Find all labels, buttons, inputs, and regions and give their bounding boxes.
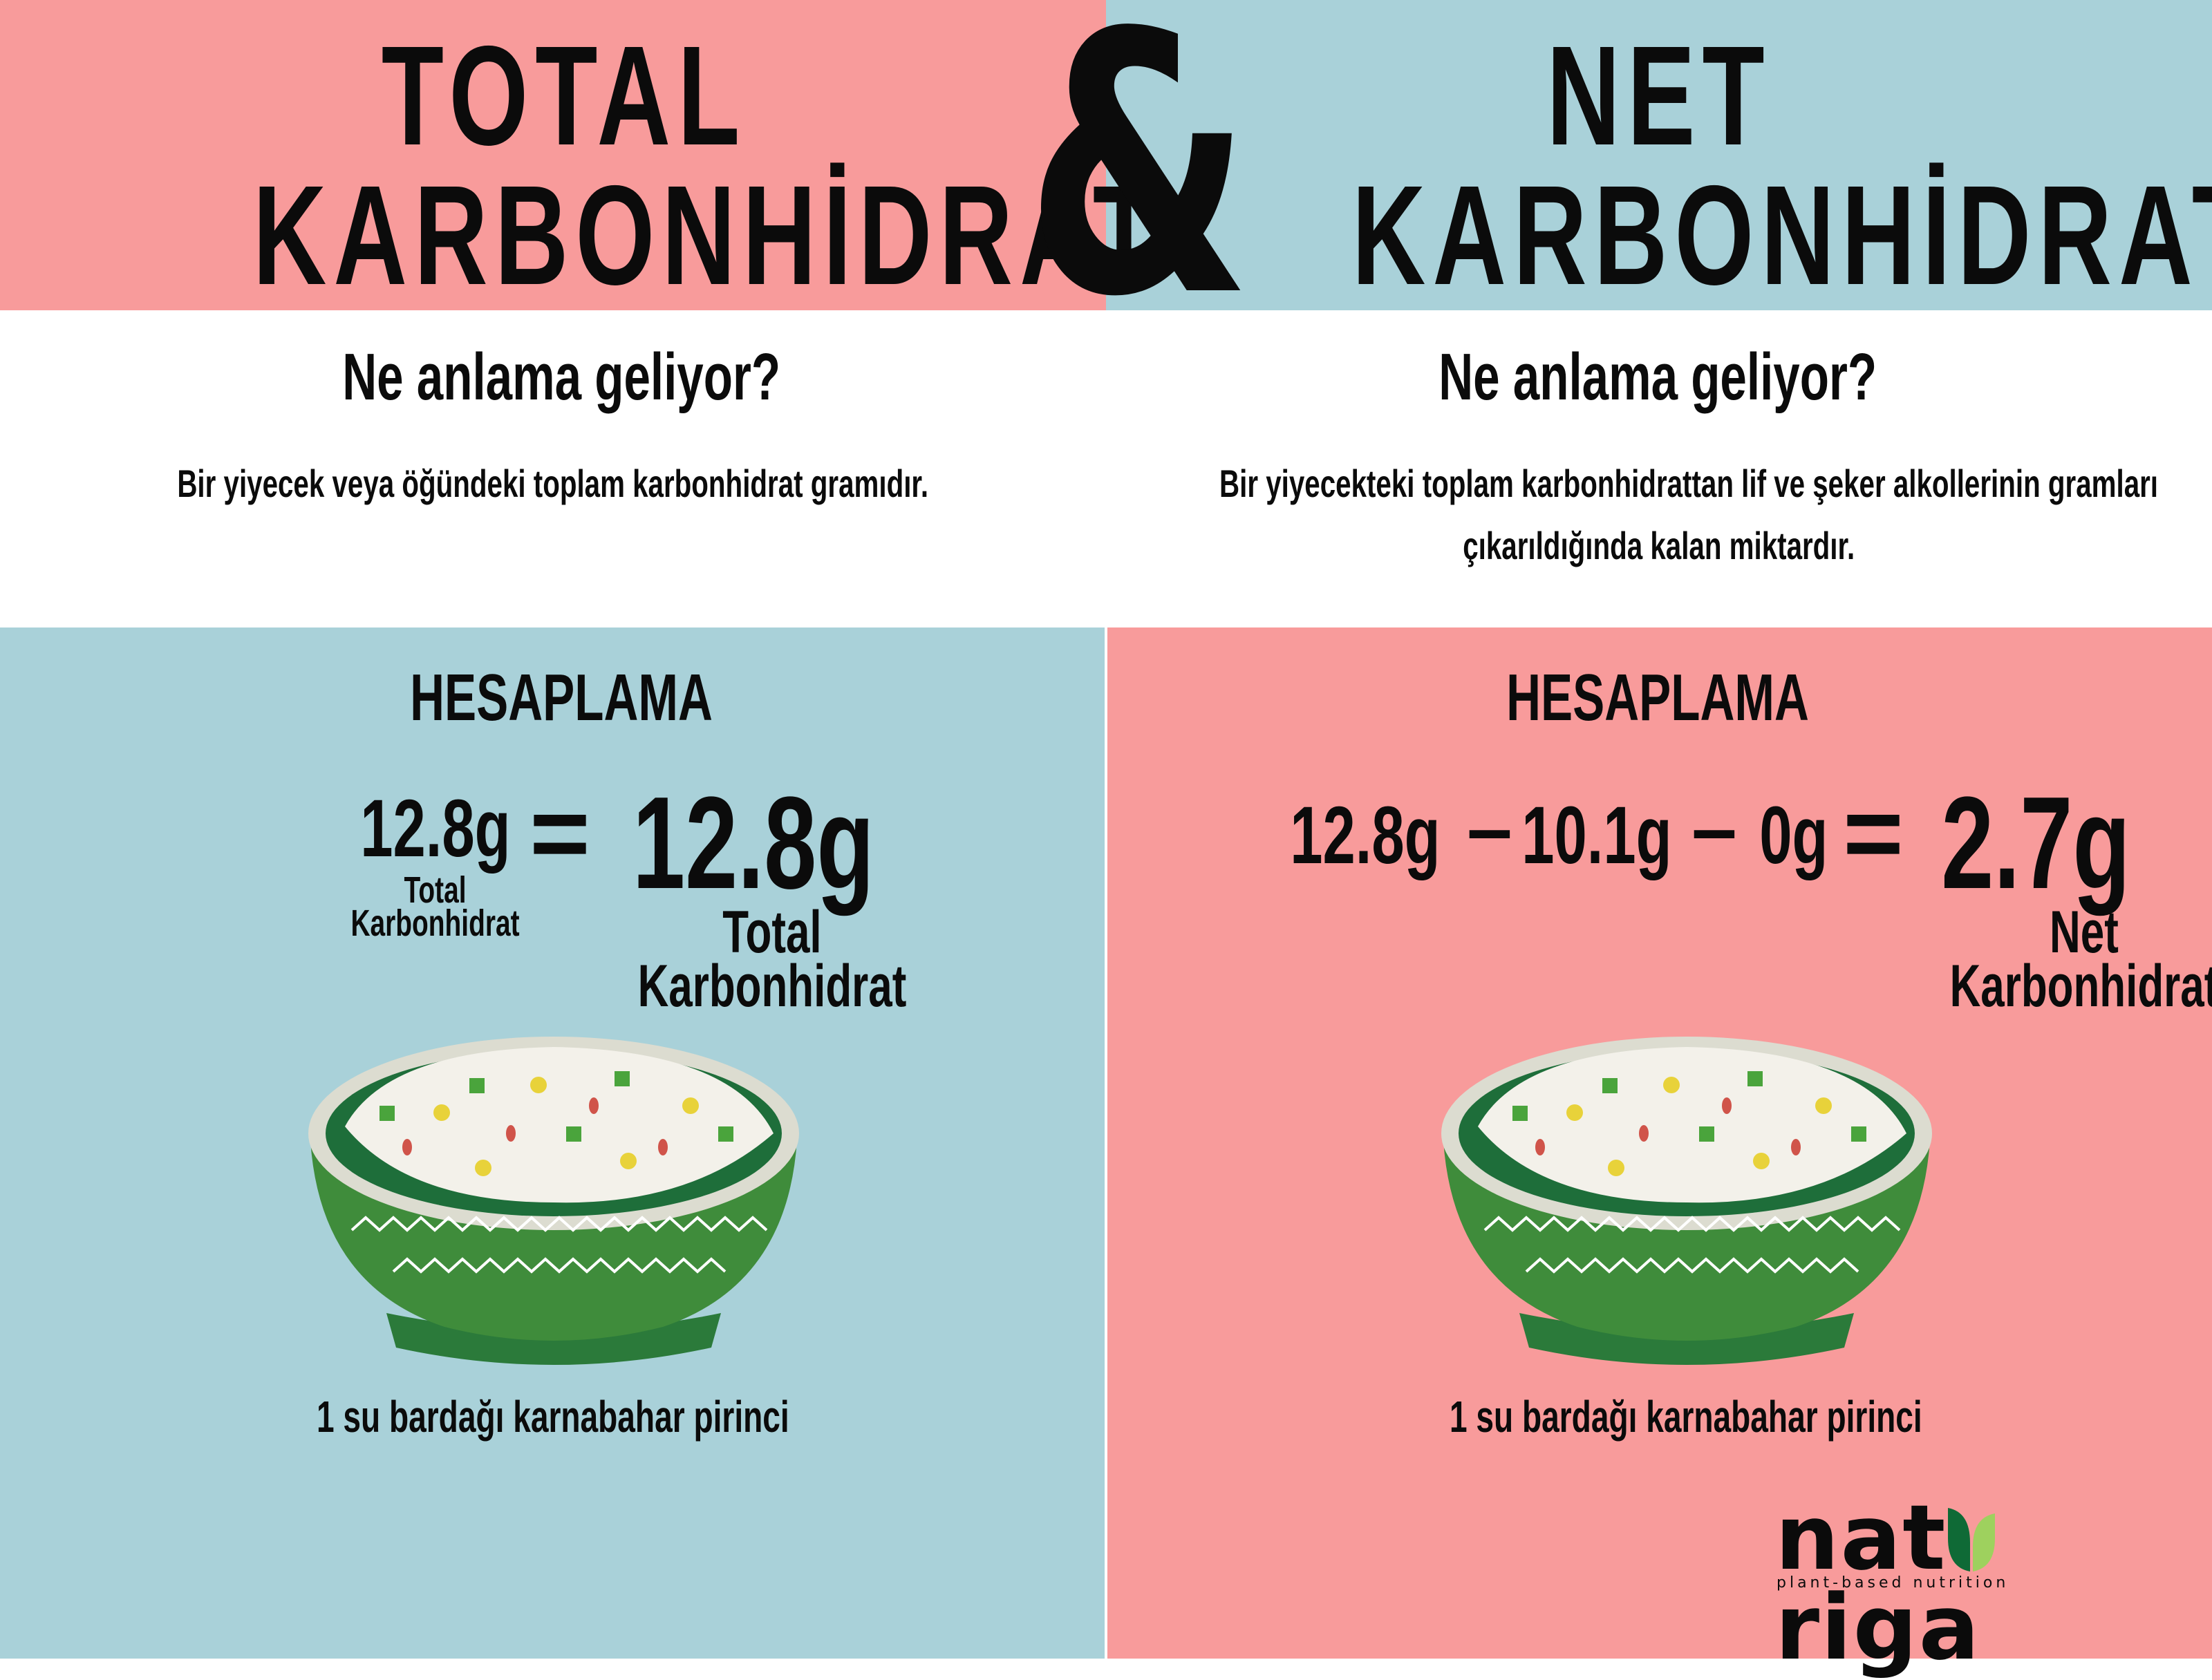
- right-result-label: Net Karbonhidrat: [1949, 899, 2212, 1019]
- left-input-label: Total Karbonhidrat: [350, 869, 521, 944]
- rice-bowl-illustration: [1441, 1037, 1932, 1365]
- right-heading: HESAPLAMA: [1506, 661, 1809, 735]
- left-result-label: Total Karbonhidrat: [637, 899, 907, 1019]
- header-right-bg: [1106, 0, 2212, 310]
- right-caption: 1 su bardağı karnabahar pirinci: [1450, 1392, 1922, 1442]
- left-result-value: 12.8g: [632, 770, 874, 916]
- bowl-shape: [308, 1037, 799, 1365]
- leaf-icon: [1948, 1508, 1996, 1572]
- left-caption: 1 su bardağı karnabahar pirinci: [317, 1392, 789, 1442]
- header-left-bg: [0, 0, 1106, 310]
- left-equals: =: [529, 775, 590, 891]
- right-term2: 10.1g: [1521, 790, 1672, 881]
- title-total: TOTAL: [381, 17, 747, 175]
- title-karbonhidrat-left: KARBONHİDRAT: [252, 156, 1163, 314]
- right-minus2: –: [1691, 783, 1737, 874]
- ampersand: &: [1025, 0, 1251, 375]
- right-result-value: 2.7g: [1941, 770, 2130, 916]
- left-input-value: 12.8g: [360, 783, 511, 874]
- logo-tagline: plant-based nutrition: [1777, 1574, 2009, 1592]
- right-equals: =: [1843, 775, 1904, 891]
- logo-wordmark: natriga: [1775, 1493, 2162, 1672]
- naturiga-logo: natriga plant-based nutrition: [1775, 1493, 2162, 1672]
- left-definition: Bir yiyecek veya öğündeki toplam karbonh…: [177, 462, 929, 505]
- right-question: Ne anlama geliyor?: [1438, 340, 1877, 414]
- left-heading: HESAPLAMA: [410, 661, 713, 735]
- title-net: NET: [1546, 17, 1772, 175]
- title-karbonhidrat-right: KARBONHİDRAT: [1351, 156, 2212, 314]
- right-definition-line2: çıkarıldığında kalan miktardır.: [1463, 524, 1855, 567]
- right-minus1: –: [1467, 783, 1512, 874]
- right-term3: 0g: [1759, 790, 1828, 881]
- left-question: Ne anlama geliyor?: [342, 340, 780, 414]
- rice-bowl-illustration: [308, 1037, 799, 1365]
- bowl-shape: [1441, 1037, 1932, 1365]
- right-term1: 12.8g: [1290, 790, 1441, 881]
- right-definition-line1: Bir yiyecekteki toplam karbonhidrattan l…: [1219, 462, 2159, 505]
